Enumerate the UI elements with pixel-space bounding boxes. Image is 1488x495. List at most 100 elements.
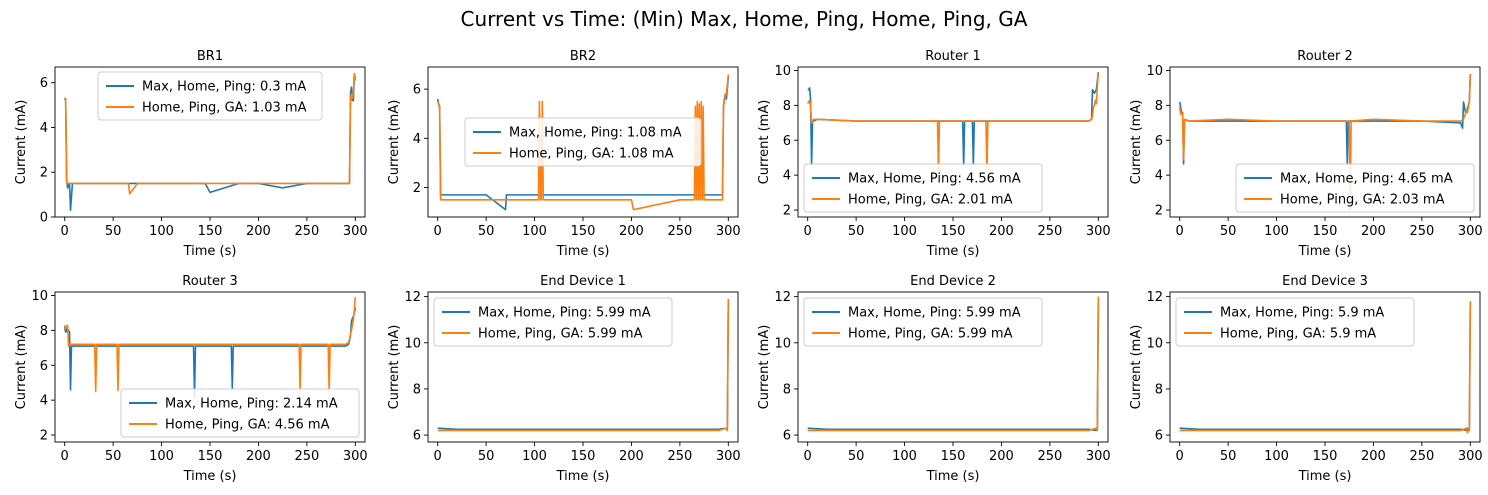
legend: Max, Home, Ping: 5.99 mA Home, Ping, GA: …	[433, 297, 673, 347]
y-tick-label: 6	[1155, 429, 1163, 444]
x-tick-label: 300	[1086, 224, 1111, 239]
series-line-2	[1179, 301, 1472, 434]
legend: Max, Home, Ping: 1.08 mA Home, Ping, GA: …	[464, 117, 702, 167]
legend-label-2: Home, Ping, GA: 2.03 mA	[1280, 193, 1445, 208]
series-group	[807, 296, 1100, 432]
y-tick-label: 2	[413, 181, 421, 196]
x-tick-label: 0	[434, 224, 442, 239]
y-tick-label: 8	[413, 382, 421, 397]
legend-label-2: Home, Ping, GA: 5.99 mA	[848, 327, 1013, 342]
subplot-2: BR2 0 50 100 150 200 250 300 2 4 6 Time (s) Current …	[387, 49, 741, 259]
y-tick-label: 10	[31, 289, 48, 304]
x-axis-label: Time (s)	[926, 244, 980, 259]
x-tick-label: 50	[478, 224, 495, 239]
x-tick-label: 100	[522, 224, 547, 239]
x-tick-label: 0	[804, 224, 812, 239]
x-tick-label: 300	[1086, 449, 1111, 464]
x-tick-label: 50	[1220, 449, 1237, 464]
x-tick-label: 150	[571, 449, 596, 464]
y-tick-label: 10	[1146, 336, 1163, 351]
subplot-title: End Device 1	[540, 274, 626, 289]
y-tick-label: 6	[783, 134, 791, 149]
y-axis-label: Current (mA)	[1129, 325, 1144, 410]
series-line-2	[806, 73, 1100, 173]
y-axis-label: Current (mA)	[387, 325, 402, 410]
legend-label-2: Home, Ping, GA: 1.08 mA	[509, 147, 674, 162]
x-tick-label: 250	[1409, 449, 1434, 464]
x-axis-label: Time (s)	[183, 244, 237, 259]
x-axis-label: Time (s)	[183, 469, 237, 484]
x-tick-label: 200	[1361, 224, 1386, 239]
legend: Max, Home, Ping: 4.56 mA Home, Ping, GA: …	[803, 163, 1043, 213]
x-tick-label: 0	[1176, 224, 1184, 239]
legend-box	[1235, 163, 1475, 213]
y-tick-label: 6	[1155, 134, 1163, 149]
figure-title: Current vs Time: (Min) Max, Home, Ping, …	[461, 7, 1028, 31]
x-tick-label: 100	[892, 224, 917, 239]
legend-label-2: Home, Ping, GA: 5.9 mA	[1220, 327, 1376, 342]
y-axis-label: Current (mA)	[757, 325, 772, 410]
y-tick-label: 10	[1146, 64, 1163, 79]
legend-label-1: Max, Home, Ping: 5.99 mA	[848, 306, 1021, 321]
y-tick-label: 12	[1146, 290, 1163, 305]
y-tick-label: 2	[783, 204, 791, 219]
x-tick-label: 50	[105, 224, 122, 239]
x-tick-label: 300	[1458, 449, 1483, 464]
y-tick-label: 6	[40, 76, 48, 91]
x-tick-label: 0	[1176, 449, 1184, 464]
series-group	[437, 298, 730, 432]
y-tick-label: 10	[774, 64, 791, 79]
series-line-2	[437, 298, 730, 432]
y-tick-label: 8	[40, 324, 48, 339]
x-tick-label: 100	[1264, 449, 1289, 464]
x-tick-label: 300	[716, 449, 741, 464]
x-tick-label: 0	[61, 449, 69, 464]
x-tick-label: 200	[989, 449, 1014, 464]
x-tick-label: 250	[294, 449, 319, 464]
x-tick-label: 100	[149, 224, 174, 239]
y-tick-label: 8	[1155, 99, 1163, 114]
legend-label-1: Max, Home, Ping: 4.56 mA	[848, 172, 1021, 187]
subplot-title: End Device 2	[910, 274, 996, 289]
series-line-2	[807, 296, 1100, 432]
legend: Max, Home, Ping: 5.9 mA Home, Ping, GA: 5…	[1175, 297, 1415, 347]
y-axis-label: Current (mA)	[387, 100, 402, 185]
x-tick-label: 50	[848, 224, 865, 239]
x-tick-label: 150	[1313, 449, 1338, 464]
legend: Max, Home, Ping: 2.14 mA Home, Ping, GA: …	[120, 388, 360, 438]
subplot-title: Router 1	[925, 49, 981, 64]
legend-label-2: Home, Ping, GA: 2.01 mA	[848, 193, 1013, 208]
legend-label-1: Max, Home, Ping: 5.9 mA	[1220, 306, 1384, 321]
x-tick-label: 100	[892, 449, 917, 464]
x-tick-label: 0	[434, 449, 442, 464]
x-tick-label: 250	[1409, 224, 1434, 239]
subplot-3: Router 1 0 50 100 150 200 250 300 2 4 6 8 10 Time (s)…	[757, 49, 1111, 259]
x-axis-label: Time (s)	[926, 469, 980, 484]
subplot-6: End Device 1 0 50 100 150 200 250 300 6 8 10 12 Time…	[387, 274, 741, 484]
x-tick-label: 300	[343, 449, 368, 464]
x-tick-label: 150	[1313, 224, 1338, 239]
x-tick-label: 200	[619, 224, 644, 239]
series-group	[63, 72, 357, 212]
x-tick-label: 200	[989, 224, 1014, 239]
y-tick-label: 8	[783, 382, 791, 397]
y-tick-label: 12	[774, 290, 791, 305]
x-tick-label: 300	[1458, 224, 1483, 239]
x-tick-label: 200	[1361, 449, 1386, 464]
x-tick-label: 150	[571, 224, 596, 239]
x-tick-label: 250	[1037, 449, 1062, 464]
x-tick-label: 100	[1264, 224, 1289, 239]
y-tick-label: 10	[774, 336, 791, 351]
legend-label-2: Home, Ping, GA: 4.56 mA	[165, 418, 330, 433]
legend-box	[1175, 297, 1415, 347]
x-tick-label: 200	[246, 224, 271, 239]
x-tick-label: 50	[1220, 224, 1237, 239]
x-tick-label: 100	[522, 449, 547, 464]
y-tick-label: 6	[413, 83, 421, 98]
legend-label-1: Max, Home, Ping: 2.14 mA	[165, 397, 338, 412]
y-tick-label: 0	[40, 211, 48, 226]
subplot-title: Router 2	[1297, 49, 1353, 64]
series-line-1	[63, 72, 357, 212]
legend-box	[433, 297, 673, 347]
x-axis-label: Time (s)	[556, 469, 610, 484]
